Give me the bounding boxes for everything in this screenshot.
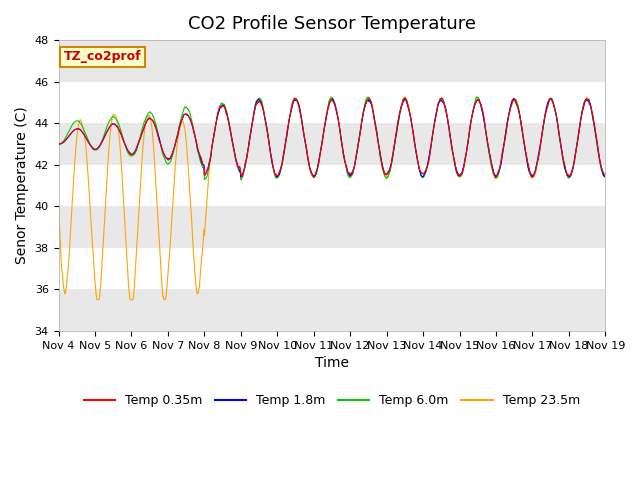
Bar [58,123,605,165]
Bar [58,40,605,82]
X-axis label: Time: Time [315,356,349,370]
Y-axis label: Senor Temperature (C): Senor Temperature (C) [15,107,29,264]
Legend: Temp 0.35m, Temp 1.8m, Temp 6.0m, Temp 23.5m: Temp 0.35m, Temp 1.8m, Temp 6.0m, Temp 2… [79,389,585,412]
Title: CO2 Profile Sensor Temperature: CO2 Profile Sensor Temperature [188,15,476,33]
Text: TZ_co2prof: TZ_co2prof [64,50,141,63]
Bar [58,206,605,248]
Bar [58,289,605,331]
